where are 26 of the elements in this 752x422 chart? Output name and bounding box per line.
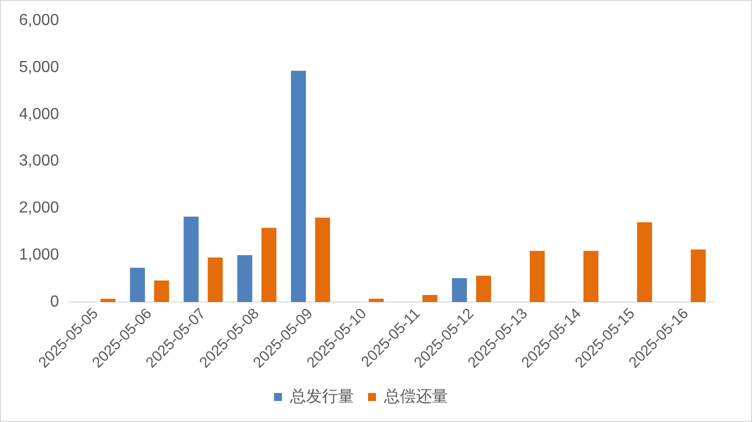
bar	[422, 294, 438, 302]
legend-label: 总发行量	[289, 387, 354, 406]
bar	[315, 218, 330, 302]
bar	[690, 249, 706, 302]
y-tick-label: 4,000	[18, 106, 60, 123]
bar	[261, 228, 276, 302]
bar	[637, 222, 652, 302]
y-tick-label: 2,000	[18, 200, 60, 217]
bar	[130, 268, 145, 302]
y-tick-label: 0	[50, 293, 60, 310]
bar	[100, 298, 116, 302]
y-tick-label: 3,000	[18, 152, 60, 170]
bar	[368, 298, 384, 302]
y-tick-label: 5,000	[18, 58, 60, 76]
y-tick-label: 6,000	[18, 12, 60, 30]
bar	[208, 257, 223, 302]
bar	[452, 278, 467, 302]
bar	[530, 250, 545, 302]
bar	[290, 70, 306, 302]
bar	[476, 276, 492, 302]
y-tick-label: 1,000	[18, 246, 60, 264]
bar	[583, 250, 598, 302]
bar	[237, 255, 252, 302]
bar	[184, 216, 199, 302]
bar	[154, 280, 170, 302]
legend-label: 总偿还量	[383, 387, 448, 406]
